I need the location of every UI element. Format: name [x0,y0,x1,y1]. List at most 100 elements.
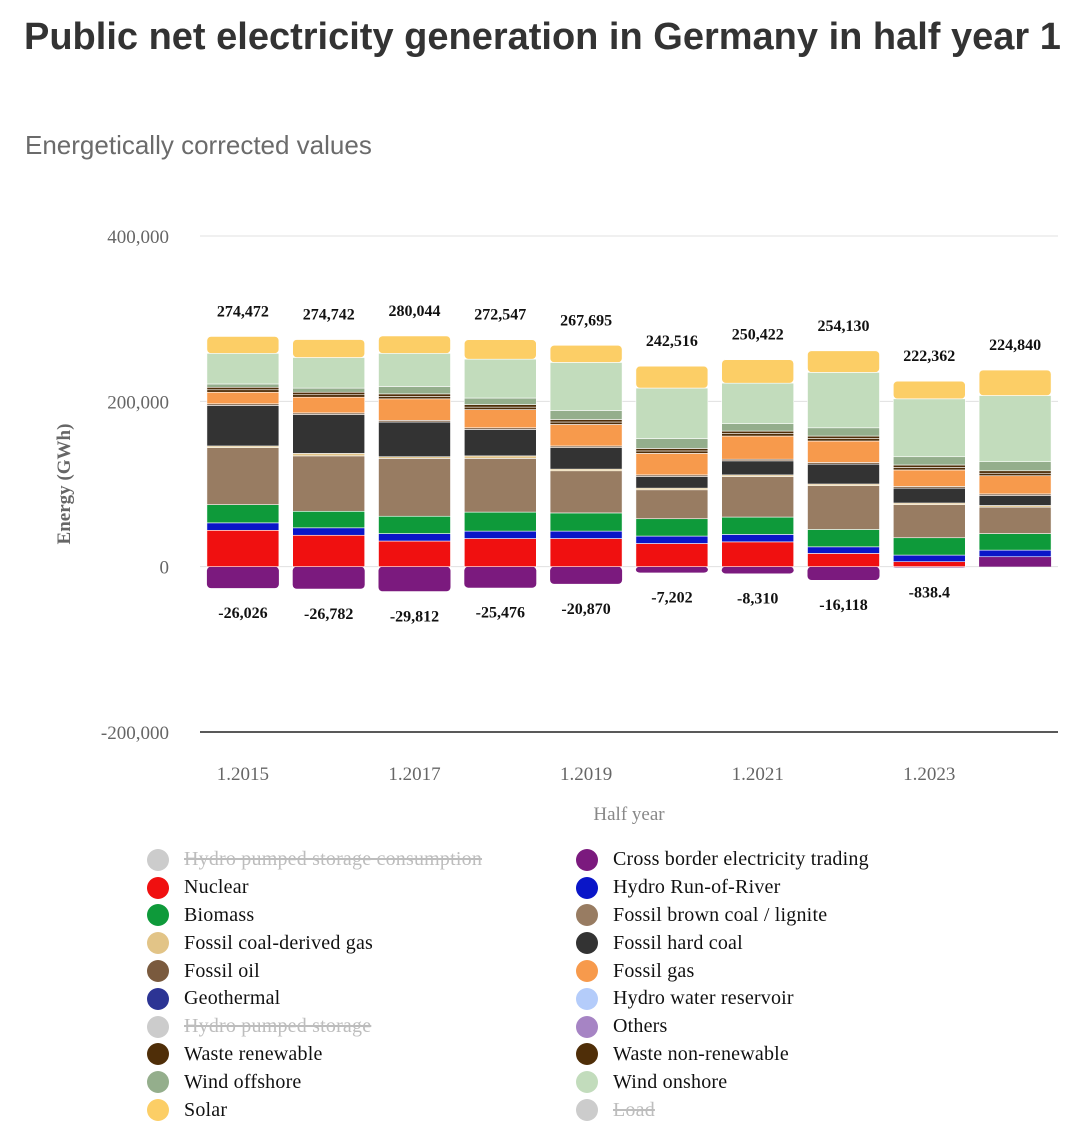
bar-segment-wind-onshore [549,362,623,411]
legend-item[interactable]: Biomass [147,902,627,930]
bar-segment-wind-offshore [807,427,880,437]
x-tick-label: 1.2023 [903,764,955,785]
bar-segment-fossil-gas [549,424,623,447]
legend-item[interactable]: Wind onshore [576,1068,1056,1096]
legend-item[interactable]: Fossil oil [147,957,627,985]
bar-segment-fossil-brown-coal-lignite [549,470,623,514]
legend-item[interactable]: Nuclear [147,874,627,902]
bar-segment-waste-renewable [635,450,709,454]
legend-label: Wind onshore [613,1070,728,1093]
y-axis-label: Energy (GWh) [54,424,75,545]
bar-segment-wind-onshore [892,398,966,458]
legend-label: Solar [184,1098,228,1121]
legend-label: Fossil hard coal [613,931,743,954]
legend-item[interactable]: Fossil gas [576,957,1056,985]
bar-segment-waste-renewable [206,389,280,393]
bar-segment-solar [549,345,623,363]
legend-label: Load [613,1098,655,1121]
bar-segment-cross-border [979,556,1052,567]
bar-segment-fossil-hard-coal [378,421,451,458]
bar-segment-fossil-hard-coal [721,460,795,476]
bar-segment-fossil-brown-coal-lignite [721,476,795,518]
legend-color-swatch-icon [147,1099,169,1122]
bar-segment-biomass [378,515,451,534]
legend-item[interactable]: Waste renewable [147,1041,627,1069]
bar-segment-wind-onshore [378,353,451,387]
bar-segment-fossil-gas [463,409,537,429]
bar-segment-solar [378,335,451,354]
legend-item[interactable]: Load [576,1096,1056,1124]
bar-segment-hydro-run-of-river [635,535,709,544]
legend-item[interactable]: Others [576,1013,1056,1041]
total-data-label: 274,472 [217,303,269,320]
bar-segment-waste-renewable [807,438,880,442]
legend-color-swatch-icon [147,904,169,927]
bar-segment-fossil-coal-derived-gas [463,455,537,459]
legend-label: Fossil coal-derived gas [184,931,374,954]
bar-segment-cross-border [292,566,365,589]
negative-data-label: -29,812 [390,608,439,625]
bar-segment-fossil-hard-coal [549,447,623,470]
legend-item[interactable]: Hydro pumped storage [147,1013,627,1041]
bar-segment-wind-onshore [292,357,366,389]
negative-data-label: -8,310 [737,591,778,608]
legend-item[interactable]: Fossil brown coal / lignite [576,902,1056,930]
total-data-label: 274,742 [303,307,355,324]
bar-segment-wind-onshore [463,358,537,399]
bar-segment-wind-onshore [978,395,1052,462]
bar-segment-biomass [807,529,880,548]
legend-label: Waste non-renewable [613,1042,789,1065]
legend-color-swatch-icon [576,932,598,955]
bar-segment-cross-border [206,566,279,589]
x-axis-label: Half year [593,804,665,825]
y-tick-label: 200,000 [107,392,169,413]
bar-segment-wind-onshore [206,353,280,385]
bar-segment-hydro-run-of-river [206,522,280,531]
legend-item[interactable]: Fossil hard coal [576,929,1056,957]
bar-segment-hydro-run-of-river [378,533,451,542]
legend-item[interactable]: Hydro Run-of-River [576,874,1056,902]
bar-segment-waste-renewable [549,421,623,425]
bar-segment-solar [721,359,795,384]
bar-segment-hydro-run-of-river [549,530,623,539]
bar-segment-waste-renewable [978,472,1052,477]
negative-data-label: -16,118 [819,597,867,614]
bar-segment-fossil-gas [292,396,366,414]
total-data-label: 267,695 [560,312,612,329]
x-tick-label: 1.2019 [560,764,612,785]
bar-segment-waste-non-renewable [807,435,880,439]
bar-segment-biomass [635,518,709,537]
legend-item[interactable]: Hydro pumped storage consumption [147,846,627,874]
bar-segment-fossil-hard-coal [892,487,966,504]
total-data-label: 254,130 [818,318,870,335]
bar-segment-biomass [978,533,1052,551]
negative-data-label: -25,476 [476,605,525,622]
bar-segment-wind-offshore [292,387,366,393]
legend-item[interactable]: Wind offshore [147,1068,627,1096]
bar-segment-waste-non-renewable [978,470,1052,474]
legend-item[interactable]: Hydro water reservoir [576,985,1056,1013]
bar-segment-hydro-run-of-river [463,530,537,539]
legend-item[interactable]: Waste non-renewable [576,1041,1056,1069]
negative-data-label: -7,202 [651,590,692,607]
legend-label: Nuclear [184,876,249,899]
x-tick-label: 1.2017 [388,764,440,785]
legend-color-swatch-icon [147,1043,169,1066]
y-tick-label: -200,000 [101,723,169,744]
legend-label: Biomass [184,903,255,926]
legend-label: Fossil brown coal / lignite [613,903,828,926]
x-tick-label: 1.2015 [217,764,269,785]
stacked-bar-chart: -200,000 0 200,000 400,000 Energy (GWh) 274,4… [54,227,1058,825]
bar-segment-solar [892,380,966,400]
legend-color-swatch-icon [576,960,598,983]
bar-segment-nuclear [549,538,623,567]
bar-segment-cross-border [807,566,880,580]
legend-item[interactable]: Geothermal [147,985,627,1013]
bar-segment-hydro-run-of-river [807,546,880,554]
legend-item[interactable]: Solar [147,1096,627,1124]
legend-label: Cross border electricity trading [613,848,869,871]
legend-item[interactable]: Cross border electricity trading [576,846,1056,874]
legend-color-swatch-icon [576,1071,598,1094]
legend-item[interactable]: Fossil coal-derived gas [147,929,627,957]
legend-label: Hydro Run-of-River [613,876,781,899]
